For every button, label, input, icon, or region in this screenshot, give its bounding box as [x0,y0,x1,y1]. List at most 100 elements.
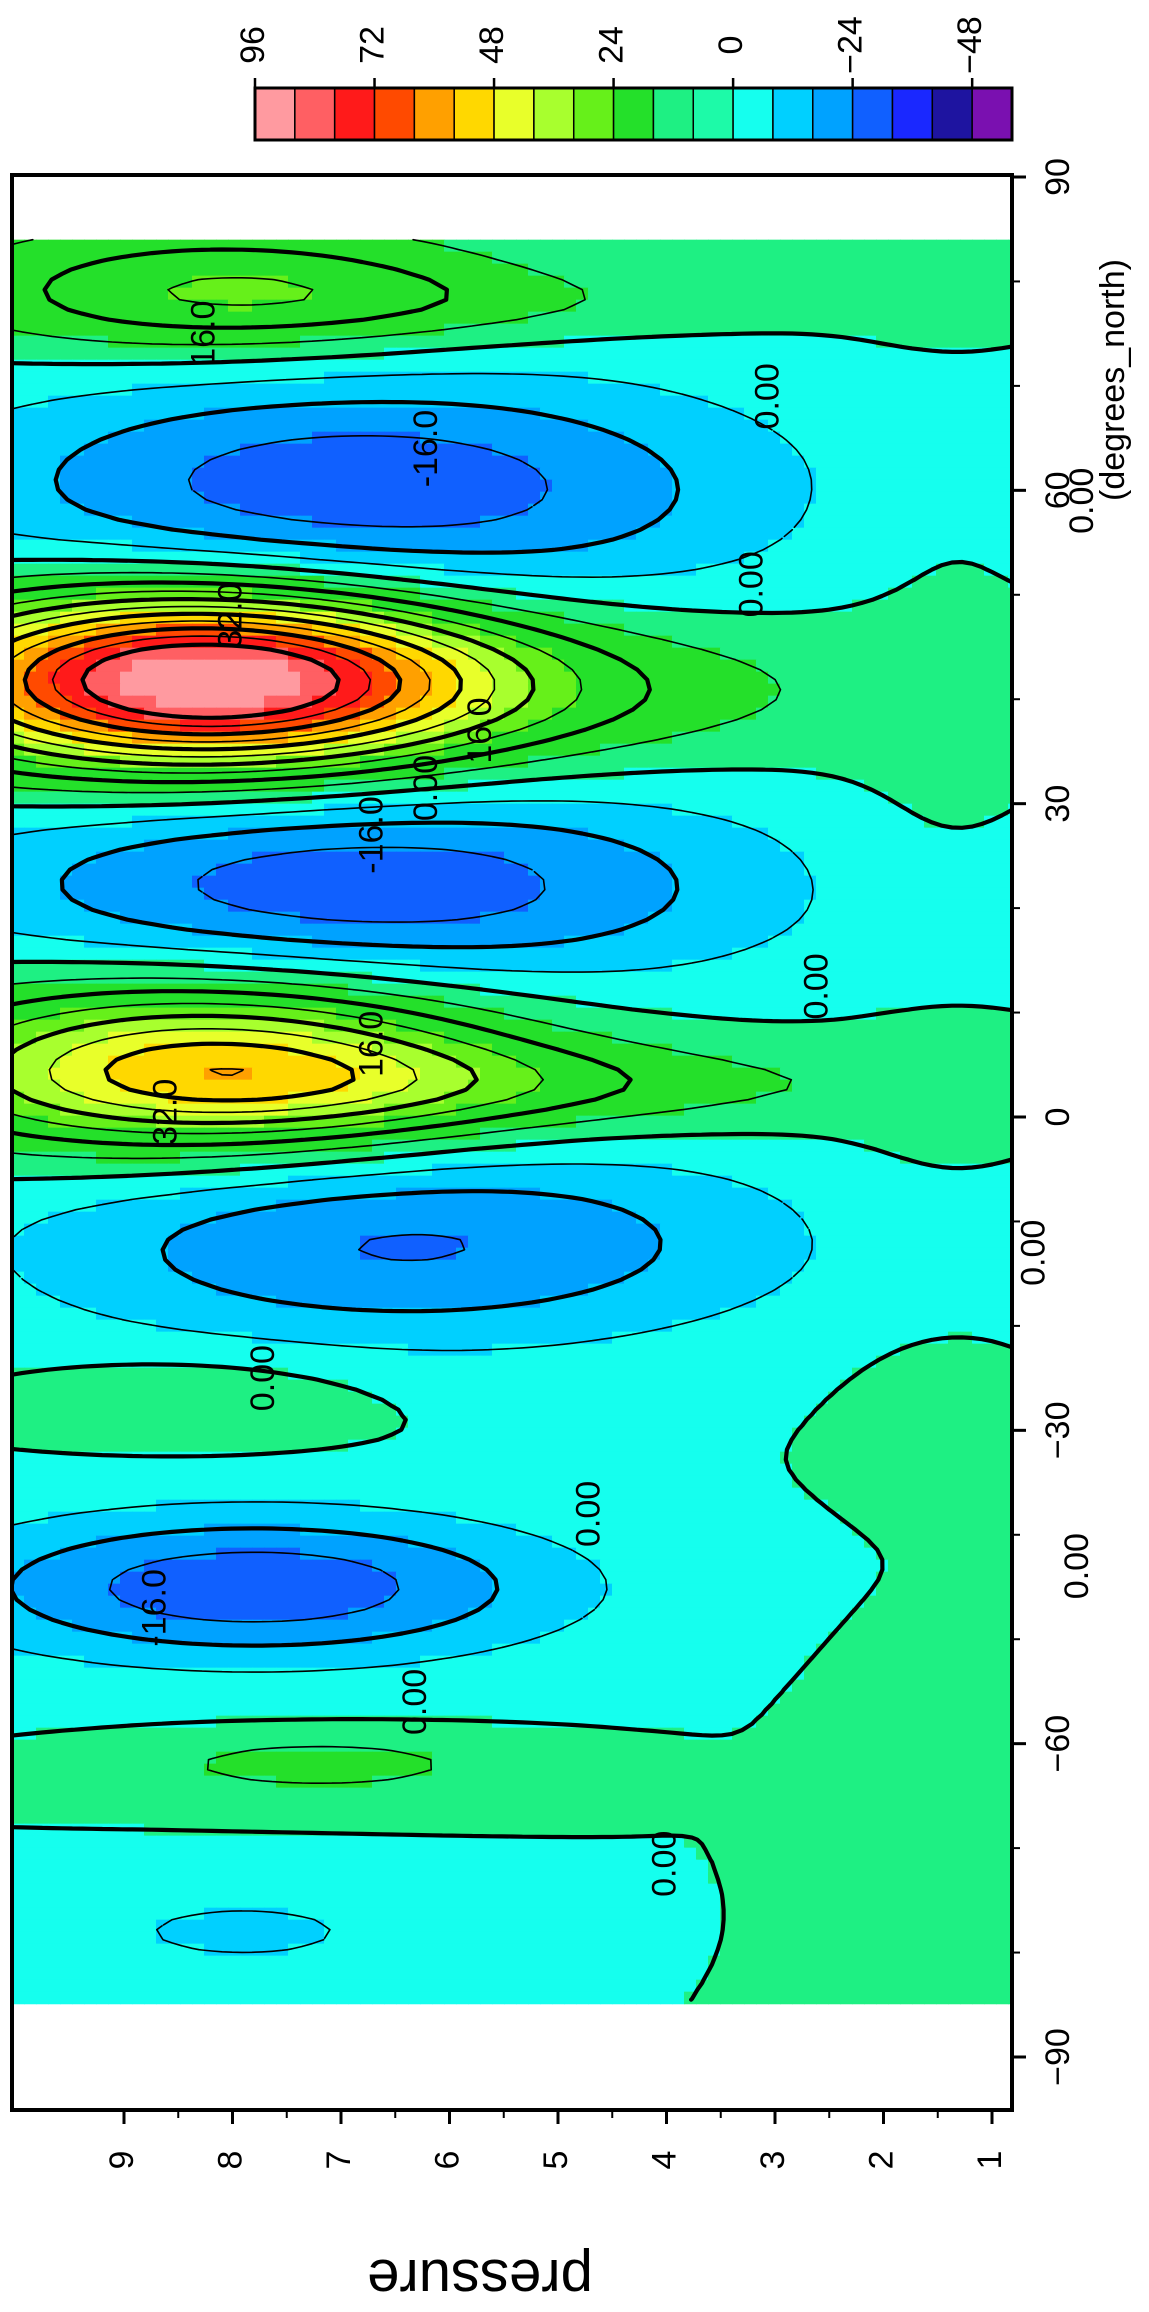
field-cell [60,287,73,301]
field-cell [336,455,349,469]
field-cell [156,395,169,409]
field-cell [288,899,301,913]
field-cell [948,875,961,889]
field-cell [432,527,445,541]
field-cell [864,911,877,925]
field-cell [792,647,805,661]
field-cell [588,875,601,889]
field-cell [828,587,841,601]
field-cell [768,815,781,829]
field-cell [672,359,685,373]
field-cell [180,431,193,445]
field-cell [876,671,889,685]
field-cell [708,923,721,937]
field-cell [504,599,517,613]
field-cell [36,335,49,349]
field-cell [816,719,829,733]
field-cell [336,299,349,313]
field-cell [732,467,745,481]
field-cell [552,791,565,805]
field-cell [960,287,973,301]
field-cell [912,515,925,529]
field-cell [324,467,337,481]
field-cell [504,767,517,781]
field-cell [84,455,97,469]
field-cell [564,323,577,337]
field-cell [708,467,721,481]
field-cell [588,887,601,901]
field-cell [948,515,961,529]
field-cell [780,635,793,649]
field-cell [624,587,637,601]
field-cell [516,395,529,409]
field-cell [864,359,877,373]
field-cell [624,563,637,577]
field-cell [864,491,877,505]
field-cell [60,515,73,529]
field-cell [996,851,1009,865]
field-cell [204,767,217,781]
field-cell [852,671,865,685]
field-cell [744,419,757,433]
field-cell [156,911,169,925]
field-cell [876,239,889,253]
field-cell [228,491,241,505]
field-cell [24,467,37,481]
field-cell [120,443,133,457]
field-cell [624,371,637,385]
field-cell [444,947,457,961]
field-cell [504,827,517,841]
field-cell [948,935,961,949]
field-cell [24,527,37,541]
field-cell [492,419,505,433]
field-cell [480,527,493,541]
field-cell [528,275,541,289]
field-cell [828,239,841,253]
field-cell [204,443,217,457]
field-cell [792,803,805,817]
field-cell [924,287,937,301]
field-cell [360,695,373,709]
field-cell [144,875,157,889]
field-cell [588,671,601,685]
field-cell [588,479,601,493]
field-cell [672,311,685,325]
field-cell [660,359,673,373]
field-cell [840,431,853,445]
field-cell [792,923,805,937]
field-cell [972,755,985,769]
field-cell [24,575,37,589]
field-cell [444,911,457,925]
field-cell [804,455,817,469]
field-cell [576,287,589,301]
field-cell [216,347,229,361]
field-cell [912,935,925,949]
field-cell [108,539,121,553]
field-cell [444,491,457,505]
field-cell [312,239,325,253]
field-cell [480,491,493,505]
field-cell [336,947,349,961]
field-cell [240,839,253,853]
field-cell [672,335,685,349]
field-cell [624,779,637,793]
field-cell [384,947,397,961]
field-cell [84,887,97,901]
field-cell [660,479,673,493]
field-cell [984,935,997,949]
field-cell [192,839,205,853]
field-cell [828,419,841,433]
field-cell [204,503,217,517]
field-cell [504,539,517,553]
field-cell [516,575,529,589]
field-cell [324,887,337,901]
field-cell [864,851,877,865]
field-cell [540,443,553,457]
field-cell [996,503,1009,517]
field-cell [840,707,853,721]
field-cell [792,479,805,493]
field-cell [540,923,553,937]
field-cell [948,527,961,541]
field-cell [636,395,649,409]
field-cell [144,671,157,685]
